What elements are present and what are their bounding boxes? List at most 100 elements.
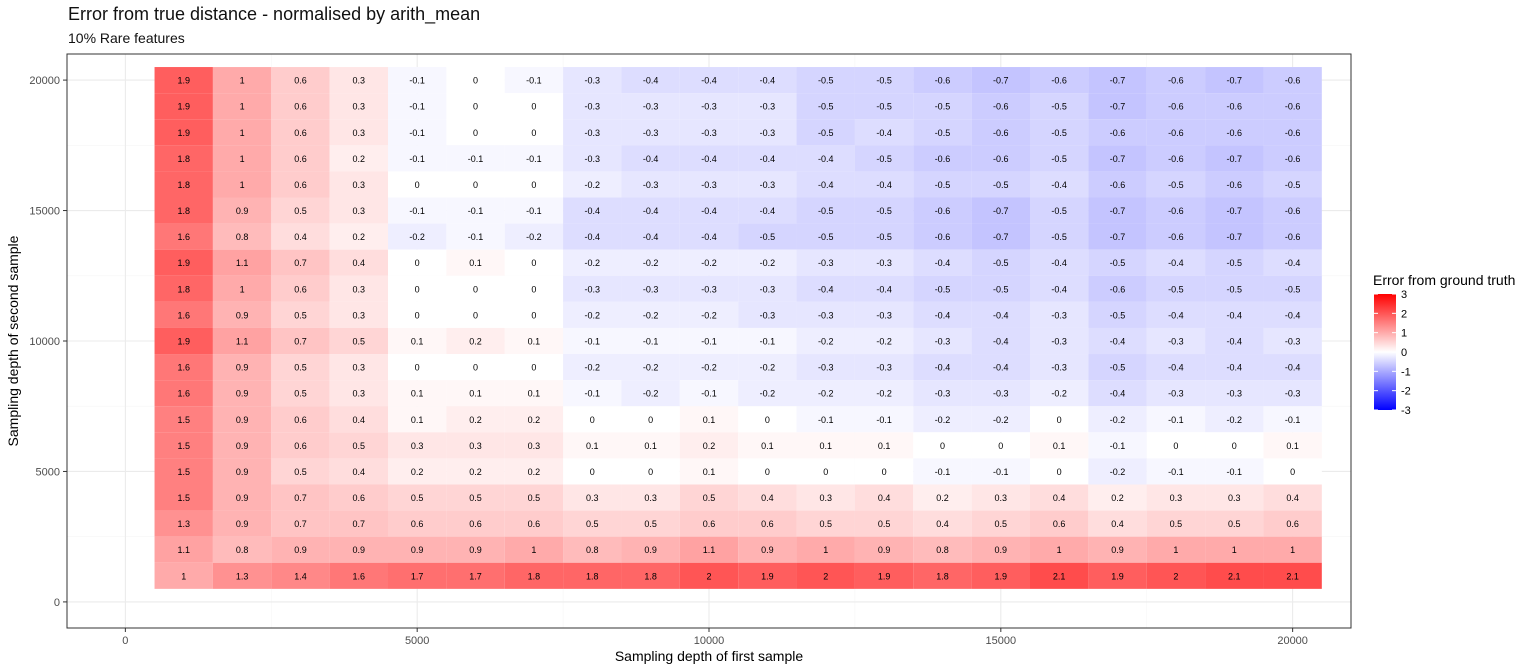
heatmap-cell xyxy=(971,354,1030,381)
cell-label: -0.5 xyxy=(1051,102,1067,112)
cell-label: 0 xyxy=(531,128,536,138)
heatmap-cell xyxy=(271,536,330,563)
cell-label: 0.6 xyxy=(294,284,307,294)
heatmap-cell xyxy=(563,354,622,381)
heatmap-cell xyxy=(504,171,564,198)
cell-label: -0.4 xyxy=(1285,363,1301,373)
heatmap-cell xyxy=(796,223,855,250)
heatmap-cell xyxy=(738,510,797,537)
heatmap-cell xyxy=(329,67,388,94)
legend-break-label: -3 xyxy=(1401,405,1411,417)
legend-break-label: 1 xyxy=(1401,328,1407,340)
heatmap-cell xyxy=(563,510,622,537)
heatmap-cell xyxy=(1146,301,1206,328)
heatmap-cell xyxy=(1030,510,1089,537)
heatmap-cell xyxy=(563,484,622,511)
cell-label: -0.4 xyxy=(701,154,717,164)
cell-label: 1.9 xyxy=(878,571,891,581)
cell-label: -0.2 xyxy=(643,310,659,320)
heatmap-cell xyxy=(446,67,505,94)
cell-label: -0.2 xyxy=(876,337,892,347)
heatmap-cell xyxy=(563,301,622,328)
heatmap-cell xyxy=(271,145,330,172)
heatmap-cell xyxy=(212,484,272,511)
heatmap-cell xyxy=(796,301,855,328)
cell-label: 0.9 xyxy=(294,545,307,555)
cell-label: -0.1 xyxy=(643,337,659,347)
cell-label: -0.5 xyxy=(818,102,834,112)
x-tick-label: 0 xyxy=(122,635,128,647)
cell-label: 0 xyxy=(531,310,536,320)
heatmap-cell xyxy=(1263,145,1322,172)
heatmap-cell xyxy=(738,380,797,407)
heatmap-cell xyxy=(1088,562,1147,589)
cell-label: 1.1 xyxy=(236,258,249,268)
heatmap-cell xyxy=(913,510,972,537)
heatmap-cell xyxy=(388,327,447,355)
heatmap-cell xyxy=(971,510,1030,537)
heatmap-cell xyxy=(796,275,855,302)
cell-label: 0 xyxy=(1057,467,1062,477)
heatmap-cell xyxy=(446,145,505,172)
heatmap-cell xyxy=(1030,301,1089,328)
cell-label: 1.9 xyxy=(177,102,190,112)
x-axis-title: Sampling depth of first sample xyxy=(615,648,804,664)
heatmap-cell xyxy=(154,223,213,250)
cell-label: 0.7 xyxy=(294,519,307,529)
cell-label: 1.6 xyxy=(177,310,190,320)
cell-label: -0.1 xyxy=(585,337,601,347)
cell-label: -0.5 xyxy=(1051,128,1067,138)
heatmap-cell xyxy=(1146,406,1206,433)
heatmap-cell xyxy=(388,562,447,589)
cell-label: 0.1 xyxy=(1053,441,1066,451)
cell-label: -0.4 xyxy=(935,363,951,373)
heatmap-cell xyxy=(504,354,564,381)
cell-label: 1 xyxy=(1057,545,1062,555)
cell-label: 0.6 xyxy=(703,519,716,529)
heatmap-cell xyxy=(796,354,855,381)
cell-label: -0.7 xyxy=(1110,154,1126,164)
cell-label: 0.3 xyxy=(353,76,366,86)
cell-label: 0.3 xyxy=(1170,493,1183,503)
heatmap-cell xyxy=(621,171,680,198)
heatmap-cell xyxy=(1263,484,1322,511)
cell-label: -0.1 xyxy=(409,76,425,86)
heatmap-cell xyxy=(854,354,914,381)
cell-label: -0.2 xyxy=(585,310,601,320)
heatmap-cell xyxy=(854,93,914,120)
cell-label: -0.7 xyxy=(1227,76,1243,86)
cell-label: 0 xyxy=(1232,441,1237,451)
cell-label: 0.4 xyxy=(936,519,949,529)
heatmap-cell xyxy=(446,406,505,433)
cell-label: 0.6 xyxy=(294,128,307,138)
heatmap-cell xyxy=(971,93,1030,120)
heatmap-cell xyxy=(679,406,739,433)
heatmap-cell xyxy=(1146,223,1206,250)
cell-label: 1.5 xyxy=(177,493,190,503)
heatmap-cell xyxy=(1205,301,1264,328)
cell-label: 0.5 xyxy=(411,493,424,503)
cell-label: 0.6 xyxy=(353,493,366,503)
heatmap-cell xyxy=(271,406,330,433)
cell-label: 0.3 xyxy=(353,206,366,216)
cell-label: 0.1 xyxy=(1286,441,1299,451)
cell-label: 0.8 xyxy=(236,232,249,242)
heatmap-cell xyxy=(329,301,388,328)
cell-label: -0.4 xyxy=(701,232,717,242)
cell-label: -0.3 xyxy=(585,76,601,86)
heatmap-cell xyxy=(1205,67,1264,94)
cell-label: 0.9 xyxy=(469,545,482,555)
cell-label: -0.4 xyxy=(643,76,659,86)
heatmap-cell xyxy=(796,458,855,485)
heatmap-cell xyxy=(388,536,447,563)
legend-title: Error from ground truth xyxy=(1373,272,1515,288)
heatmap-cell xyxy=(738,301,797,328)
cell-label: 1.9 xyxy=(177,258,190,268)
cell-label: 0.9 xyxy=(236,363,249,373)
heatmap-cell xyxy=(1263,67,1322,94)
heatmap-cell xyxy=(212,223,272,250)
cell-label: 0 xyxy=(473,310,478,320)
cell-label: -0.5 xyxy=(876,154,892,164)
cell-label: 0.8 xyxy=(236,545,249,555)
y-tick-label: 0 xyxy=(54,597,60,609)
